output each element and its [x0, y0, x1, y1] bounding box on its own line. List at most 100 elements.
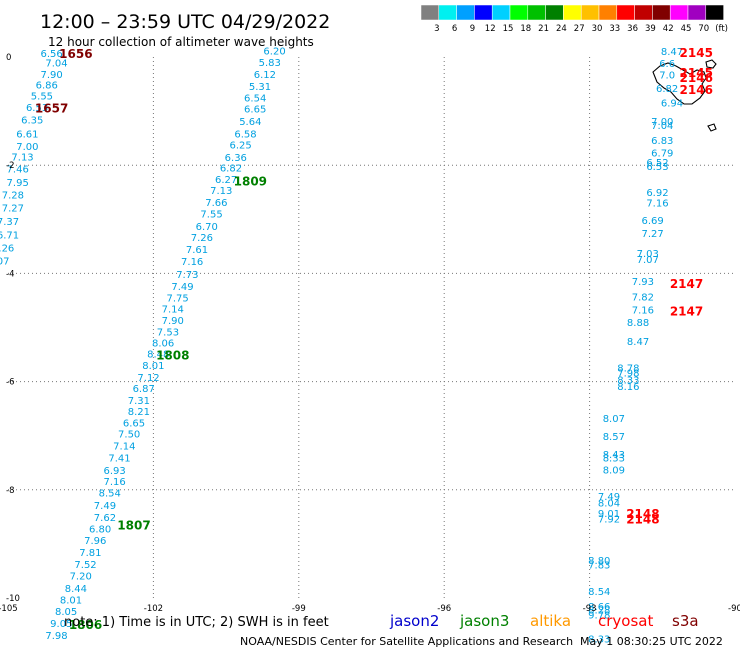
colorbar-swatch: [670, 5, 688, 20]
wave-height-point: 7.41: [108, 453, 130, 464]
colorbar-label: 18: [520, 24, 531, 34]
colorbar-swatch: [492, 5, 510, 20]
wave-height-point: 7.92: [598, 515, 620, 526]
colorbar-swatch: [617, 5, 635, 20]
wave-height-point: 7.37: [0, 217, 19, 228]
wave-height-point: 7.28: [2, 190, 24, 201]
colorbar-label: 70: [698, 24, 709, 34]
colorbar-label: 45: [681, 24, 692, 34]
wave-height-point: 7.55: [200, 209, 222, 220]
wave-height-point: 7.04: [651, 121, 673, 132]
wave-height-point: 6.69: [641, 216, 663, 227]
colorbar-label: 3: [434, 24, 439, 34]
wave-height-point: 7.07: [637, 255, 659, 266]
wave-height-point: 7.62: [94, 513, 116, 524]
wave-height-point: 7.49: [94, 501, 116, 512]
y-tick-label: -6: [6, 378, 14, 388]
wave-height-point: 7.93: [632, 277, 654, 288]
pass-time-label: 2147: [670, 277, 703, 291]
wave-height-point: 6.83: [651, 136, 673, 147]
colorbar-swatch: [599, 5, 617, 20]
mission-legend-jason2: jason2: [389, 612, 439, 630]
wave-height-point: 8.07: [603, 414, 625, 425]
wave-height-point: 7.50: [118, 430, 140, 441]
wave-height-point: 6.93: [103, 466, 125, 477]
wave-height-point: 7.83: [588, 561, 610, 572]
wave-height-point: 8.01: [60, 596, 82, 607]
footer-timestamp: May 1 08:30:25 UTC 2022: [580, 635, 723, 648]
colorbar-label: 30: [592, 24, 603, 34]
wave-height-point: 8.21: [128, 407, 150, 418]
wave-height-point: 7.13: [210, 186, 232, 197]
wave-height-point: 7.16: [103, 477, 125, 488]
wave-height-point: 7.81: [79, 548, 101, 559]
colorbar-swatch: [510, 5, 528, 20]
colorbar-label: 39: [645, 24, 656, 34]
wave-height-point: 7.90: [40, 70, 62, 81]
wave-height-point: 6.65: [123, 418, 145, 429]
colorbar-swatch: [421, 5, 439, 20]
wave-height-point: 8.54: [99, 489, 121, 500]
wave-height-point: 7.31: [128, 396, 150, 407]
wave-height-point: 8.54: [588, 587, 610, 598]
wave-height-point: 8.57: [603, 432, 625, 443]
wave-height-point: 6.61: [16, 129, 38, 140]
y-tick-label: -8: [6, 486, 14, 496]
wave-height-point: 8.33: [603, 453, 625, 464]
wave-height-point: 6.82: [656, 84, 678, 95]
wave-height-point: 7.90: [162, 316, 184, 327]
wave-height-point: 7.16: [632, 306, 654, 317]
wave-height-point: 7.16: [646, 199, 668, 210]
wave-height-point: 6.71: [0, 231, 19, 242]
x-tick-label: -102: [144, 604, 163, 614]
wave-height-point: 5.64: [239, 117, 261, 128]
wave-height-point: 7.27: [641, 229, 663, 240]
pass-time-label: 1809: [234, 174, 267, 188]
pass-time-label: 1808: [156, 349, 189, 363]
pass-time-label: 1656: [59, 47, 92, 61]
wave-height-point: 7.82: [632, 293, 654, 304]
wave-height-point: 7.0: [659, 70, 675, 81]
colorbar-swatch: [688, 5, 706, 20]
colorbar-swatch: [474, 5, 492, 20]
pass-time-label: 2145: [680, 46, 713, 60]
colorbar-swatch: [528, 5, 546, 20]
wave-height-point: 6.6: [659, 59, 675, 70]
page-title: 12:00 – 23:59 UTC 04/29/2022: [40, 11, 330, 33]
colorbar-label: 24: [556, 24, 567, 34]
wave-height-point: 6.26: [0, 244, 14, 255]
wave-height-point: 7.14: [113, 442, 135, 453]
y-tick-label: -2: [6, 161, 14, 171]
colorbar-label: 21: [538, 24, 549, 34]
colorbar-swatch: [546, 5, 564, 20]
mission-legend-cryosat: cryosat: [598, 612, 653, 630]
pass-time-label: 1657: [35, 101, 68, 115]
colorbar-label: 36: [627, 24, 638, 34]
colorbar-label: 9: [470, 24, 475, 34]
wave-height-point: 6.12: [254, 70, 276, 81]
wave-height-point: 7.96: [84, 536, 106, 547]
wave-height-point: 6.58: [234, 129, 256, 140]
y-tick-label: -10: [6, 594, 20, 604]
x-tick-label: -93: [583, 604, 597, 614]
wave-height-point: 7.14: [162, 305, 184, 316]
x-tick-label: -90: [728, 604, 740, 614]
wave-height-point: 6.70: [196, 222, 218, 233]
wave-height-point: 6.53: [646, 162, 668, 173]
wave-height-point: 7.20: [70, 571, 92, 582]
mission-legend-jason3: jason3: [459, 612, 509, 630]
colorbar-swatch: [652, 5, 670, 20]
wave-height-point: 5.31: [249, 82, 271, 93]
x-tick-label: -99: [292, 604, 306, 614]
wave-height-point: 7.13: [11, 153, 33, 164]
wave-height-point: 5.83: [259, 58, 281, 69]
pass-time-label: 2146: [680, 83, 713, 97]
colorbar-label: 6: [452, 24, 457, 34]
colorbar-swatch: [563, 5, 581, 20]
colorbar-swatch: [457, 5, 475, 20]
x-tick-label: -105: [0, 604, 18, 614]
wave-height-point: 7.73: [176, 270, 198, 281]
wave-height-point: 8.88: [627, 318, 649, 329]
